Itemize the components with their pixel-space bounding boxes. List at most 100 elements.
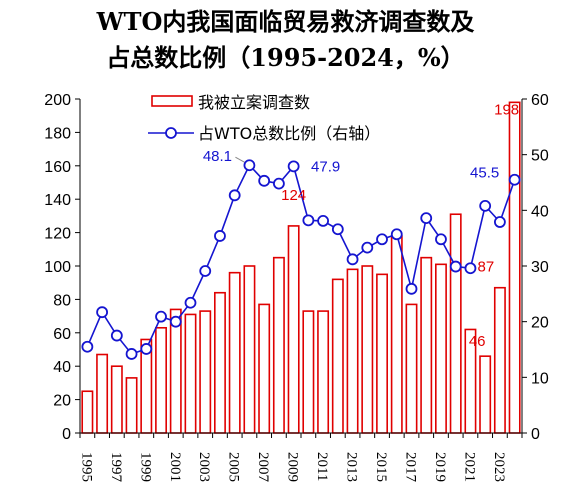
right-tick-label: 30 [531, 259, 549, 276]
bar [214, 291, 226, 434]
left-tick-label: 80 [53, 292, 71, 309]
ratio-marker [420, 212, 433, 225]
ratio-marker [169, 315, 182, 328]
ratio-marker [302, 214, 315, 227]
ratio-marker [125, 348, 138, 360]
right-tick-label: 50 [531, 148, 549, 165]
bar [479, 355, 492, 434]
ratio-marker [155, 310, 167, 323]
x-tick-label: 2017 [403, 452, 419, 483]
ratio-marker [493, 216, 506, 228]
left-tick-label: 140 [44, 192, 71, 209]
right-tick-label: 60 [531, 92, 549, 109]
bar [420, 256, 433, 434]
ratio-marker [184, 296, 197, 309]
bar [493, 286, 506, 434]
x-tick-label: 2019 [432, 452, 448, 482]
bar [508, 101, 521, 434]
right-tick-label: 0 [531, 426, 540, 443]
ratio-marker [405, 282, 418, 295]
x-tick-label: 2005 [226, 452, 242, 482]
bar [228, 271, 241, 434]
chart-title-line1: WTO内我国面临贸易救济调查数及 [96, 7, 475, 36]
bar [390, 235, 403, 434]
bar [317, 310, 330, 434]
bar [81, 390, 94, 434]
ratio-marker [140, 343, 153, 355]
data-label: 124 [281, 187, 306, 204]
ratio-marker [361, 241, 374, 254]
left-tick-label: 20 [53, 393, 71, 410]
ratio-marker [317, 215, 330, 227]
ratio-marker [228, 189, 241, 202]
data-label: 46 [469, 333, 486, 350]
bar [376, 273, 388, 434]
data-label: 87 [478, 259, 495, 276]
bar [169, 308, 182, 434]
ratio-marker [508, 173, 521, 186]
legend-bar-label: 我被立案调查数 [198, 93, 310, 112]
left-tick-label: 180 [44, 125, 71, 142]
data-label: 198 [494, 101, 519, 118]
bar [155, 326, 167, 434]
ratio-marker [199, 265, 212, 277]
ratio-marker [272, 177, 285, 190]
bar [405, 303, 418, 434]
left-tick-label: 0 [62, 426, 71, 443]
left-tick-label: 100 [44, 259, 71, 276]
ratio-marker [96, 306, 108, 319]
legend-line-marker [165, 127, 177, 139]
bar [449, 213, 462, 434]
x-tick-label: 1995 [78, 452, 94, 482]
ratio-marker [214, 230, 226, 242]
ratio-marker [331, 223, 344, 236]
left-tick-label: 40 [53, 359, 71, 376]
bar [361, 265, 374, 434]
ratio-marker [390, 228, 403, 241]
right-tick-label: 20 [531, 315, 549, 332]
right-tick-label: 40 [531, 203, 549, 220]
ratio-marker [243, 159, 256, 172]
ratio-marker [258, 174, 271, 187]
label-leader-line [235, 156, 245, 163]
data-label: 48.1 [203, 148, 232, 165]
bar [258, 303, 271, 434]
legend-line-label: 占WTO总数比例（右轴） [198, 124, 380, 143]
x-tick-label: 1999 [137, 452, 153, 482]
bar-series [81, 101, 521, 434]
ratio-marker [479, 199, 492, 212]
ratio-marker [110, 329, 123, 342]
x-tick-label: 2003 [196, 452, 212, 482]
line-series [81, 159, 521, 360]
ratio-marker [81, 340, 94, 353]
bar [435, 263, 447, 434]
bar [110, 365, 123, 434]
data-label: 47.9 [311, 158, 340, 175]
bar [331, 278, 344, 434]
x-tick-label: 2007 [255, 452, 271, 483]
ratio-marker [376, 233, 388, 246]
legend-bar-swatch [151, 95, 193, 107]
ratio-marker [449, 260, 462, 273]
chart-title-line2: 占总数比例（1995-2024，%） [106, 43, 465, 72]
x-tick-label: 2013 [344, 452, 360, 482]
ratio-marker [464, 262, 477, 275]
x-tick-label: 1997 [108, 452, 124, 483]
bar [96, 353, 109, 434]
x-tick-label: 2011 [314, 452, 330, 481]
bar [272, 256, 285, 434]
x-tick-label: 2021 [461, 452, 477, 482]
x-tick-label: 2009 [285, 452, 301, 482]
bar [243, 265, 256, 434]
data-labels: 124 46 87 198 48.1 47.9 45.5 [203, 101, 519, 350]
bar [184, 313, 197, 434]
bar [199, 310, 212, 434]
bar [125, 377, 138, 434]
ratio-marker [346, 253, 359, 266]
ratio-marker [435, 233, 447, 246]
ratio-marker [287, 160, 300, 173]
x-tick-label: 2023 [491, 452, 507, 482]
left-tick-label: 60 [53, 326, 71, 343]
